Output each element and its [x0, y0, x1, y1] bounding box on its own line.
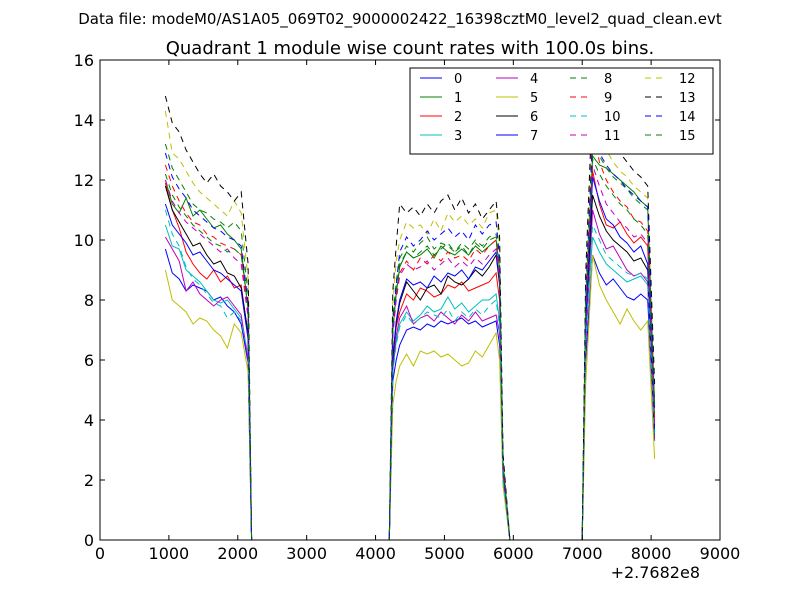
- series-line-11: [164, 164, 656, 540]
- y-tick-label: 14: [74, 111, 94, 130]
- x-tick-label: 5000: [424, 544, 465, 563]
- x-tick-label: 1000: [149, 544, 190, 563]
- legend-label-7: 7: [530, 129, 538, 144]
- series-line-10: [164, 209, 656, 540]
- series-line-4: [164, 209, 656, 540]
- series-line-13: [164, 95, 656, 540]
- series-line-14: [164, 137, 656, 540]
- legend-label-11: 11: [604, 129, 621, 144]
- x-tick-label: 8000: [631, 544, 672, 563]
- x-axis: 0 1000 2000 3000 4000 5000 6000 7000 8000 9000: [95, 60, 740, 563]
- x-tick-label: 7000: [562, 544, 603, 563]
- y-tick-label: 8: [84, 291, 94, 310]
- series-line-7: [164, 176, 656, 540]
- y-tick-label: 0: [84, 531, 94, 550]
- legend-label-3: 3: [454, 129, 462, 144]
- series-line-5: [164, 254, 656, 540]
- legend-label-5: 5: [530, 91, 538, 106]
- series-line-1: [164, 154, 656, 540]
- legend-label-6: 6: [530, 110, 538, 125]
- legend-label-13: 13: [679, 91, 696, 106]
- x-offset-label: +2.7682e8: [611, 563, 700, 582]
- legend-label-15: 15: [679, 129, 696, 144]
- y-tick-label: 10: [74, 231, 94, 250]
- legend-label-1: 1: [454, 91, 462, 106]
- y-tick-label: 4: [84, 411, 94, 430]
- x-tick-label: 3000: [286, 544, 327, 563]
- legend-label-12: 12: [679, 72, 696, 87]
- legend-label-9: 9: [604, 91, 612, 106]
- y-tick-label: 6: [84, 351, 94, 370]
- y-tick-label: 16: [74, 51, 94, 70]
- series-line-9: [164, 125, 656, 540]
- series-line-8: [164, 143, 656, 540]
- series-line-0: [164, 248, 656, 540]
- chart-title: Quadrant 1 module wise count rates with …: [166, 38, 655, 59]
- y-tick-label: 2: [84, 471, 94, 490]
- x-tick-label: 4000: [355, 544, 396, 563]
- legend-label-2: 2: [454, 110, 462, 125]
- series-line-2: [164, 170, 656, 540]
- series-line-3: [164, 224, 656, 540]
- legend-label-0: 0: [454, 72, 462, 87]
- legend-label-14: 14: [679, 110, 696, 125]
- plot-lines: [164, 95, 656, 540]
- series-line-12: [164, 107, 656, 540]
- x-tick-label: 9000: [700, 544, 741, 563]
- legend-label-10: 10: [604, 110, 621, 125]
- legend-label-8: 8: [604, 72, 612, 87]
- series-line-15: [164, 158, 656, 540]
- x-tick-label: 6000: [493, 544, 534, 563]
- y-tick-label: 12: [74, 171, 94, 190]
- legend-frame: [409, 67, 714, 155]
- series-line-6: [164, 185, 656, 540]
- x-tick-label: 0: [95, 544, 105, 563]
- legend-label-4: 4: [530, 72, 538, 87]
- x-tick-label: 2000: [217, 544, 258, 563]
- chart-suptitle: Data file: modeM0/AS1A05_069T02_90000024…: [78, 10, 722, 29]
